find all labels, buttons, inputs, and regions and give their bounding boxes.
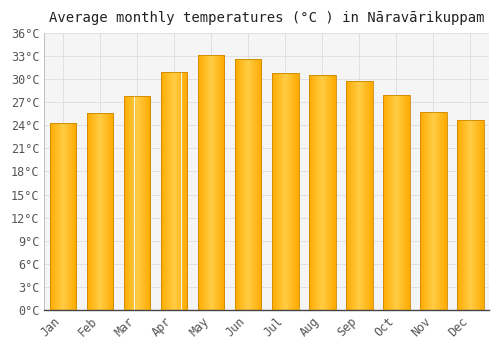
Bar bbox=[309, 75, 336, 310]
Bar bbox=[383, 94, 409, 310]
Bar bbox=[124, 96, 150, 310]
Bar bbox=[235, 60, 262, 310]
Title: Average monthly temperatures (°C ) in Nāravārikuppam: Average monthly temperatures (°C ) in Nā… bbox=[49, 11, 484, 25]
Bar bbox=[198, 55, 224, 310]
Bar bbox=[161, 72, 188, 310]
Bar bbox=[272, 73, 298, 310]
Bar bbox=[50, 123, 76, 310]
Bar bbox=[420, 112, 446, 310]
Bar bbox=[457, 120, 483, 310]
Bar bbox=[346, 81, 372, 310]
Bar bbox=[86, 113, 114, 310]
